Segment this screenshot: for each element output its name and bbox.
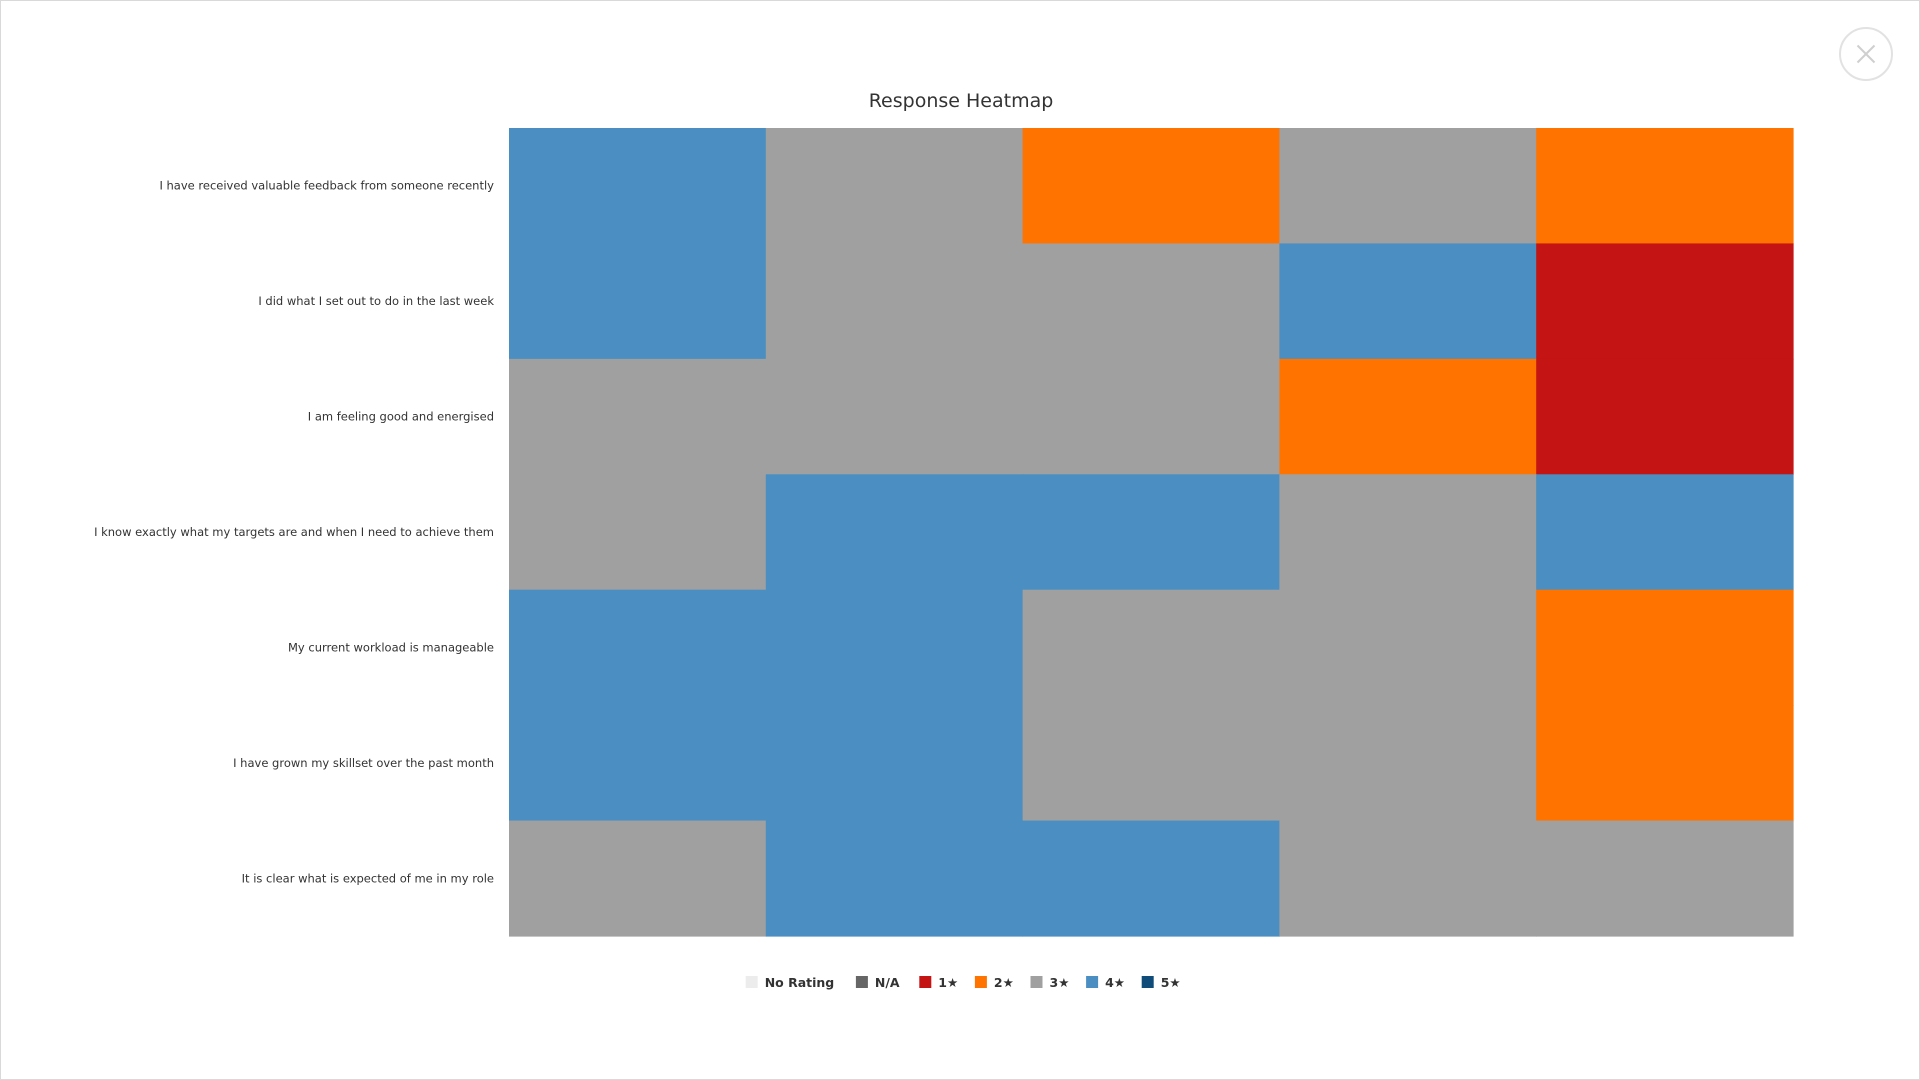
- legend-swatch: [919, 976, 932, 988]
- legend-item[interactable]: 4★: [1086, 975, 1125, 990]
- heatmap-cell[interactable]: [509, 589, 767, 706]
- heatmap-cell[interactable]: [1022, 128, 1280, 245]
- heatmap-cell[interactable]: [1022, 474, 1280, 591]
- legend-label: 1★: [938, 975, 958, 990]
- legend-item[interactable]: 1★: [919, 975, 958, 990]
- legend-swatch: [1030, 976, 1043, 988]
- row-label: I have grown my skillset over the past m…: [233, 756, 494, 770]
- heatmap-cell[interactable]: [1536, 820, 1794, 937]
- legend-item[interactable]: 2★: [974, 975, 1014, 990]
- heatmap-cell[interactable]: [509, 243, 767, 360]
- heatmap-cell[interactable]: [1279, 243, 1537, 360]
- heatmap-cell[interactable]: [509, 474, 767, 591]
- legend-swatch: [1086, 976, 1099, 988]
- row-label: I did what I set out to do in the last w…: [258, 294, 494, 308]
- legend-label: 4★: [1105, 975, 1125, 990]
- heatmap-cell[interactable]: [1536, 589, 1794, 706]
- legend-item[interactable]: 5★: [1141, 975, 1181, 990]
- heatmap-cell[interactable]: [765, 474, 1024, 591]
- heatmap-cell[interactable]: [1279, 705, 1537, 822]
- heatmap-cell[interactable]: [509, 128, 767, 245]
- legend-item[interactable]: N/A: [855, 975, 900, 990]
- row-label: It is clear what is expected of me in my…: [242, 871, 494, 885]
- heatmap-cell[interactable]: [1022, 820, 1280, 937]
- heatmap-cell[interactable]: [1022, 358, 1280, 475]
- row-labels: I have received valuable feedback from s…: [94, 179, 494, 886]
- heatmap-cell[interactable]: [1536, 705, 1794, 822]
- heatmap-cell[interactable]: [765, 128, 1024, 245]
- row-label: I have received valuable feedback from s…: [159, 179, 494, 193]
- heatmap-cells: [509, 128, 1794, 937]
- legend-item[interactable]: No Rating: [745, 975, 835, 990]
- legend-label: 2★: [994, 975, 1014, 990]
- legend-swatch: [1141, 976, 1154, 988]
- heatmap-cell[interactable]: [509, 358, 767, 475]
- heatmap-cell[interactable]: [1279, 128, 1537, 245]
- row-label: I know exactly what my targets are and w…: [94, 525, 494, 539]
- heatmap-cell[interactable]: [765, 358, 1024, 475]
- close-icon[interactable]: [1839, 27, 1893, 81]
- heatmap-cell[interactable]: [1536, 128, 1794, 245]
- heatmap-cell[interactable]: [1279, 474, 1537, 591]
- heatmap-cell[interactable]: [765, 243, 1024, 360]
- legend-label: N/A: [875, 975, 900, 990]
- legend-swatch: [855, 976, 868, 988]
- heatmap-cell[interactable]: [1536, 474, 1794, 591]
- heatmap-cell[interactable]: [1022, 705, 1280, 822]
- legend-label: 3★: [1050, 975, 1070, 990]
- legend-label: 5★: [1161, 975, 1181, 990]
- heatmap-cell[interactable]: [765, 589, 1024, 706]
- heatmap-cell[interactable]: [1536, 243, 1794, 360]
- chart-title: Response Heatmap: [869, 90, 1054, 112]
- legend-label: No Rating: [765, 975, 835, 990]
- heatmap-cell[interactable]: [1279, 589, 1537, 706]
- legend-swatch: [974, 976, 987, 988]
- heatmap-cell[interactable]: [1022, 589, 1280, 706]
- row-label: I am feeling good and energised: [308, 410, 494, 424]
- heatmap-cell[interactable]: [1279, 358, 1537, 475]
- heatmap-cell[interactable]: [1279, 820, 1537, 937]
- legend-swatch: [745, 976, 758, 988]
- heatmap-cell[interactable]: [1022, 243, 1280, 360]
- heatmap-cell[interactable]: [765, 705, 1024, 822]
- legend: No Rating N/A 1★ 2★ 3★ 4★ 5★: [745, 975, 1181, 990]
- legend-item[interactable]: 3★: [1030, 975, 1070, 990]
- heatmap-cell[interactable]: [1536, 358, 1794, 475]
- heatmap-cell[interactable]: [509, 820, 767, 937]
- heatmap-cell[interactable]: [765, 820, 1024, 937]
- heatmap-cell[interactable]: [509, 705, 767, 822]
- row-label: My current workload is manageable: [288, 640, 494, 654]
